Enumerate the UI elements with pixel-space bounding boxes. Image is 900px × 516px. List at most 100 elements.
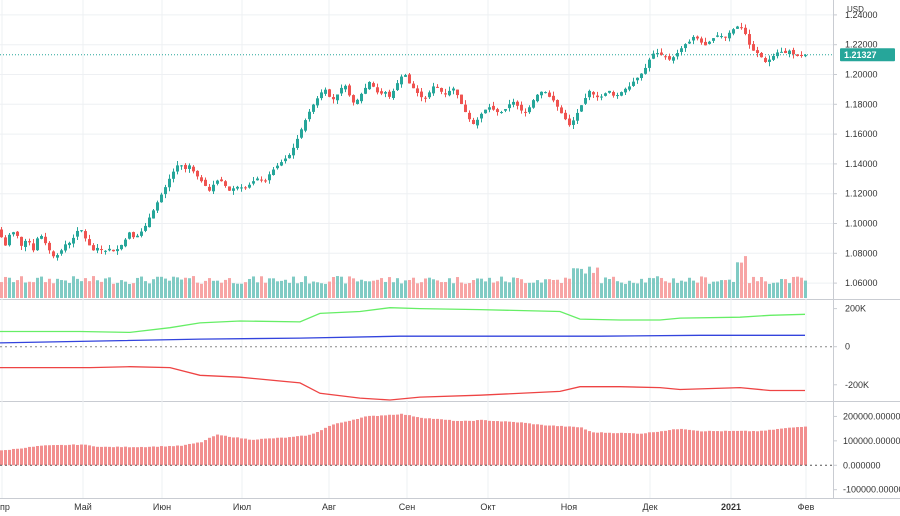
histogram-bar (440, 419, 443, 466)
volume-bar (788, 283, 791, 298)
candle-body (652, 53, 655, 59)
volume-bar (792, 276, 795, 298)
candle-body (700, 38, 703, 43)
y-tick-label: 200K (845, 304, 866, 314)
histogram-bar (124, 446, 127, 466)
volume-bar (596, 267, 599, 298)
time-axis[interactable]: пр Май Июн Июл Авг Сен Окт Ноя Дек 2021 Фев (0, 502, 815, 512)
volume-bar (24, 282, 27, 298)
histogram-bar (264, 438, 267, 466)
volume-bar (244, 282, 247, 298)
y-tick-label: 1.12000 (845, 189, 878, 199)
candle-body (708, 41, 711, 44)
histogram-bar (268, 438, 271, 466)
candle-body (464, 104, 467, 113)
histogram-bar (400, 413, 403, 466)
histogram-bar (176, 445, 179, 466)
candle-body (104, 250, 107, 252)
volume-bar (556, 279, 559, 298)
histogram-bar (472, 420, 475, 466)
candle-body (436, 86, 439, 88)
candle-body (416, 88, 419, 93)
volume-bar (628, 280, 631, 298)
candle-body (492, 105, 495, 110)
candle-body (684, 44, 687, 49)
histogram-bar (716, 431, 719, 466)
volume-bar (268, 278, 271, 298)
histogram-bar (528, 423, 531, 466)
x-tick-label: Сен (399, 502, 416, 512)
candle-body (168, 178, 171, 188)
histogram-bar (492, 421, 495, 466)
volume-bar (160, 276, 163, 298)
candle-body (592, 92, 595, 95)
histogram-bar (100, 446, 103, 466)
volume-bar (284, 279, 287, 298)
candle-body (660, 52, 663, 55)
candle-body (388, 91, 391, 97)
candle-body (352, 95, 355, 103)
volume-bars (0, 256, 807, 298)
histogram-bar (404, 414, 407, 466)
histogram-bar (12, 448, 15, 466)
volume-bar (408, 280, 411, 298)
candle-body (584, 98, 587, 104)
candle-body (196, 170, 199, 177)
histogram-bar (340, 422, 343, 466)
volume-bar (712, 281, 715, 298)
histogram-bar (748, 431, 751, 466)
volume-bar (168, 280, 171, 298)
volume-bar (176, 277, 179, 298)
volume-bar (320, 283, 323, 298)
candle-body (132, 232, 135, 238)
x-tick-label: Дек (642, 502, 657, 512)
candle-body (428, 92, 431, 98)
histogram-bar (316, 432, 319, 466)
candle-body (276, 165, 279, 169)
candle-body (252, 181, 255, 184)
candle-body (480, 113, 483, 119)
histogram-bar (88, 445, 91, 466)
histogram-bar (612, 433, 615, 466)
candle-body (768, 59, 771, 62)
histogram-bar (8, 449, 11, 466)
histogram-bar (620, 432, 623, 466)
candle-body (144, 225, 147, 231)
histogram-bar (572, 426, 575, 466)
candle-body (340, 87, 343, 94)
histogram-bar (376, 415, 379, 466)
candle-body (48, 242, 51, 251)
volume-bar (580, 268, 583, 298)
candle-body (0, 229, 3, 238)
volume-bar (732, 281, 735, 298)
volume-bar (324, 283, 327, 298)
price-axes[interactable]: 1.24000 1.22000 1.20000 1.18000 1.16000 1.140… (833, 10, 900, 495)
histogram-bar (544, 425, 547, 466)
volume-bar (496, 281, 499, 298)
histogram-bar (168, 445, 171, 466)
candle-body (640, 73, 643, 79)
histogram-bar (536, 424, 539, 466)
volume-bar (76, 278, 79, 298)
x-tick-label: Июл (233, 502, 251, 512)
volume-bar (292, 276, 295, 298)
candle-body (572, 120, 575, 125)
volume-bar (272, 278, 275, 298)
histogram-bar (512, 421, 515, 466)
volume-bar (604, 277, 607, 298)
candle-body (560, 107, 563, 114)
histogram-bar (192, 443, 195, 466)
candle-body (116, 249, 119, 252)
volume-bar (636, 283, 639, 298)
histogram-bar (72, 444, 75, 466)
volume-bar (340, 276, 343, 298)
histogram-bar (24, 447, 27, 466)
candle-body (704, 41, 707, 46)
volume-bar (228, 278, 231, 298)
volume-bar (544, 279, 547, 298)
volume-bar (304, 276, 307, 298)
volume-bar (252, 276, 255, 298)
volume-bar (120, 280, 123, 298)
candle-body (408, 74, 411, 84)
candle-body (152, 210, 155, 219)
